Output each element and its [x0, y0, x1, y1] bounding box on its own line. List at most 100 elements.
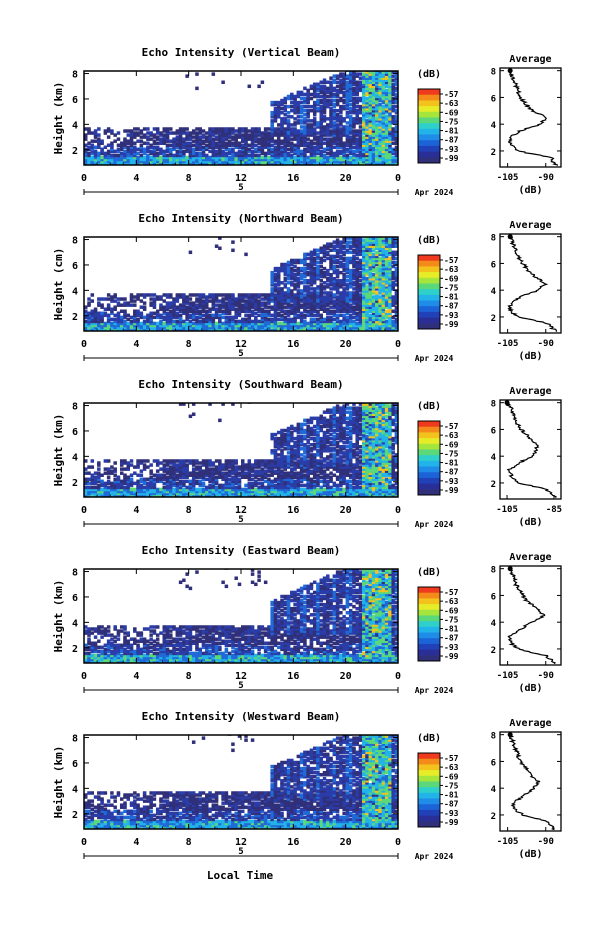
x-tick-label: 8 [186, 173, 192, 184]
colorbar-tick-label: -63 [444, 99, 459, 108]
profile-frame [499, 233, 562, 334]
colorbar-tick-label: -87 [444, 634, 459, 643]
y-tick-label: 6 [72, 759, 78, 770]
day-label: 5 [238, 681, 243, 691]
profile-y-tick-label: 4 [491, 287, 497, 297]
heatmap-cells [84, 735, 398, 829]
profile-y-tick-label: 4 [491, 785, 497, 795]
colorbar-unit: (dB) [417, 401, 441, 412]
profile-line [505, 402, 557, 499]
x-axis-label: Local Time [207, 869, 274, 882]
colorbar-swatch [418, 426, 440, 433]
beam-panel-5: Echo Intensity (Westward Beam) Height (km… [52, 710, 562, 861]
profile-xlabel: (dB) [518, 185, 542, 196]
colorbar-swatch [418, 621, 440, 628]
colorbar-unit: (dB) [417, 69, 441, 80]
x-tick-label: 4 [133, 339, 139, 350]
heatmap-cells [84, 71, 398, 165]
colorbar-tick-label: -93 [444, 809, 459, 818]
colorbar-swatch [418, 649, 440, 656]
x-tick-label: 12 [235, 339, 247, 350]
day-label: 5 [238, 349, 243, 359]
colorbar-swatch [418, 140, 440, 147]
colorbar-frame [417, 420, 441, 496]
colorbar-swatch [418, 123, 440, 130]
colorbar-swatch [418, 764, 440, 771]
colorbar-tick-label: -63 [444, 265, 459, 274]
colorbar-unit: (dB) [417, 733, 441, 744]
colorbar-tick-label: -69 [444, 108, 459, 117]
profile-y-tick-label: 8 [491, 68, 496, 78]
profile-x-tick-label: -105 [497, 837, 519, 847]
x-tick-label: 20 [340, 173, 352, 184]
panel-title: Echo Intensity (Vertical Beam) [142, 46, 341, 59]
profile-end-marker [507, 234, 513, 240]
profile-y-tick-label: 4 [491, 121, 497, 131]
day-label: 5 [238, 847, 243, 857]
colorbar-swatch [418, 449, 440, 456]
colorbar-frame [417, 254, 441, 330]
y-tick-label: 8 [72, 236, 78, 247]
profile-title: Average [509, 552, 551, 563]
profile-frame [499, 67, 562, 168]
colorbar-tick-label: -69 [444, 606, 459, 615]
y-tick-label: 4 [72, 120, 78, 131]
colorbar-tick-label: -57 [444, 588, 459, 597]
x-tick-label: 4 [133, 505, 139, 516]
date-label: Apr 2024 [415, 354, 454, 363]
colorbar-swatch [418, 294, 440, 302]
y-tick-label: 4 [72, 784, 78, 795]
x-tick-label: 20 [340, 505, 352, 516]
colorbar-frame [417, 88, 441, 164]
colorbar-swatch [418, 289, 440, 296]
colorbar-swatch [418, 632, 440, 639]
colorbar-swatch [418, 317, 440, 324]
colorbar-swatch [418, 145, 440, 153]
x-tick-label: 12 [235, 837, 247, 848]
profile-x-tick-label: -85 [546, 505, 562, 515]
heatmap-cells [84, 403, 398, 497]
colorbar-swatch [418, 472, 440, 479]
colorbar-unit: (dB) [417, 567, 441, 578]
colorbar-swatch [418, 255, 440, 262]
profile-x-tick-label: -90 [538, 671, 554, 681]
day-label: 5 [238, 515, 243, 525]
profile-y-tick-label: 8 [491, 400, 496, 410]
y-tick-label: 4 [72, 452, 78, 463]
colorbar-swatch [418, 111, 440, 118]
colorbar-tick-label: -81 [444, 127, 459, 136]
colorbar-tick-label: -93 [444, 643, 459, 652]
colorbar-swatch [418, 781, 440, 788]
profile-end-marker [507, 566, 513, 572]
y-tick-label: 6 [72, 261, 78, 272]
profile-y-tick-label: 6 [491, 260, 496, 270]
colorbar-tick-label: -93 [444, 311, 459, 320]
x-tick-label: 20 [340, 837, 352, 848]
colorbar-tick-label: -69 [444, 440, 459, 449]
profile-y-tick-label: 6 [491, 758, 496, 768]
x-tick-label: 0 [81, 671, 87, 682]
colorbar-swatch [418, 277, 440, 284]
x-tick-label: 0 [395, 173, 401, 184]
colorbar-swatch [418, 753, 440, 760]
colorbar-swatch [418, 655, 440, 662]
colorbar-swatch [418, 609, 440, 616]
y-tick-label: 8 [72, 568, 78, 579]
colorbar-swatch [418, 432, 440, 439]
y-tick-label: 4 [72, 286, 78, 297]
colorbar-swatch [418, 483, 440, 490]
colorbar-swatch [418, 821, 440, 828]
colorbar-tick-label: -87 [444, 302, 459, 311]
colorbar-tick-label: -57 [444, 90, 459, 99]
x-tick-label: 16 [287, 339, 299, 350]
colorbar-tick-label: -81 [444, 791, 459, 800]
x-tick-label: 16 [287, 671, 299, 682]
profile-x-tick-label: -105 [497, 173, 519, 183]
colorbar-tick-label: -87 [444, 468, 459, 477]
heatmap-cells [84, 237, 398, 331]
y-tick-label: 6 [72, 593, 78, 604]
colorbar-swatch [418, 94, 440, 101]
colorbar-tick-label: -63 [444, 431, 459, 440]
colorbar-tick-label: -99 [444, 486, 459, 495]
